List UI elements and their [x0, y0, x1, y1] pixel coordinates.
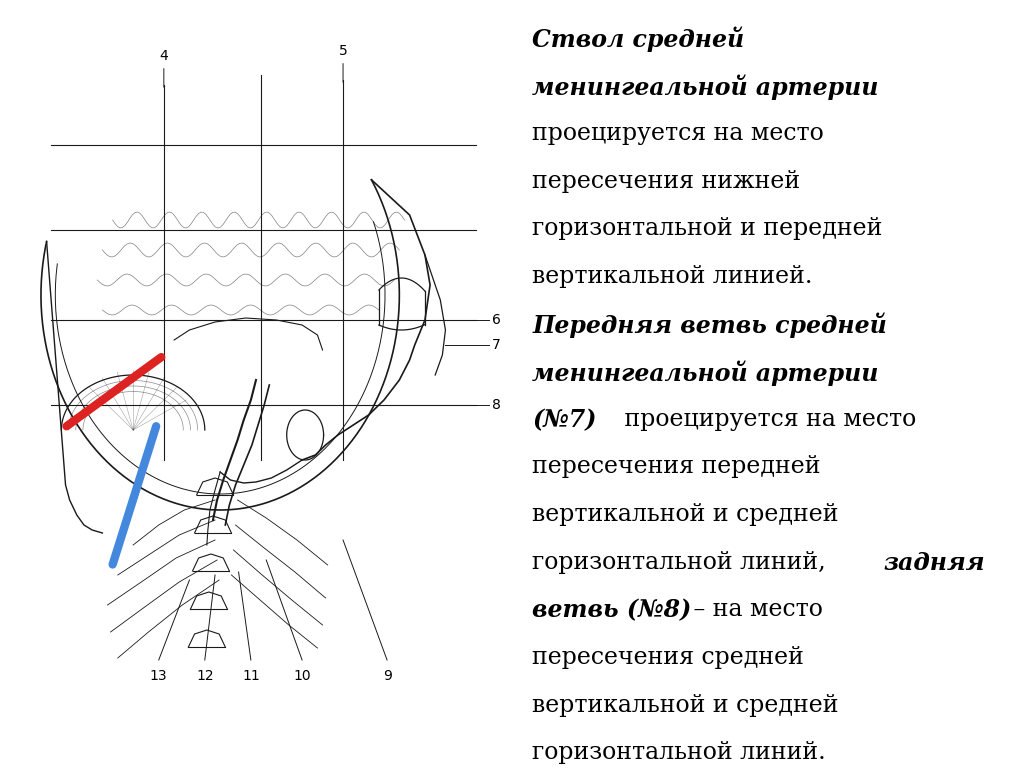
Text: 11: 11 [242, 669, 260, 683]
Text: горизонтальной линий,: горизонтальной линий, [532, 551, 834, 574]
Text: горизонтальной линий.: горизонтальной линий. [532, 741, 826, 764]
Text: ветвь (№8): ветвь (№8) [532, 598, 692, 622]
Text: 5: 5 [339, 44, 347, 82]
Text: пересечения средней: пересечения средней [532, 646, 805, 669]
Text: (№7): (№7) [532, 408, 597, 432]
Text: 12: 12 [196, 669, 214, 683]
Text: пересечения нижней: пересечения нижней [532, 170, 801, 193]
Text: вертикальной линией.: вертикальной линией. [532, 265, 813, 288]
Text: менингеальной артерии: менингеальной артерии [532, 74, 879, 100]
Text: пересечения передней: пересечения передней [532, 455, 821, 478]
Text: 8: 8 [492, 398, 501, 412]
Text: 6: 6 [492, 313, 501, 327]
Text: Передняя ветвь средней: Передняя ветвь средней [532, 313, 887, 338]
Text: проецируется на место: проецируется на место [616, 408, 916, 431]
Text: – на место: – на место [686, 598, 823, 621]
Text: вертикальной и средней: вертикальной и средней [532, 503, 839, 526]
Text: менингеальной артерии: менингеальной артерии [532, 360, 879, 386]
Text: 7: 7 [492, 338, 501, 352]
Text: 4: 4 [160, 49, 168, 88]
Text: горизонтальной и передней: горизонтальной и передней [532, 217, 883, 240]
Text: задняя: задняя [883, 551, 985, 574]
Text: вертикальной и средней: вертикальной и средней [532, 694, 839, 717]
Text: 10: 10 [293, 669, 311, 683]
Text: 9: 9 [383, 669, 391, 683]
Text: 13: 13 [150, 669, 168, 683]
Text: Ствол средней: Ствол средней [532, 27, 744, 52]
Text: проецируется на место: проецируется на место [532, 122, 824, 145]
